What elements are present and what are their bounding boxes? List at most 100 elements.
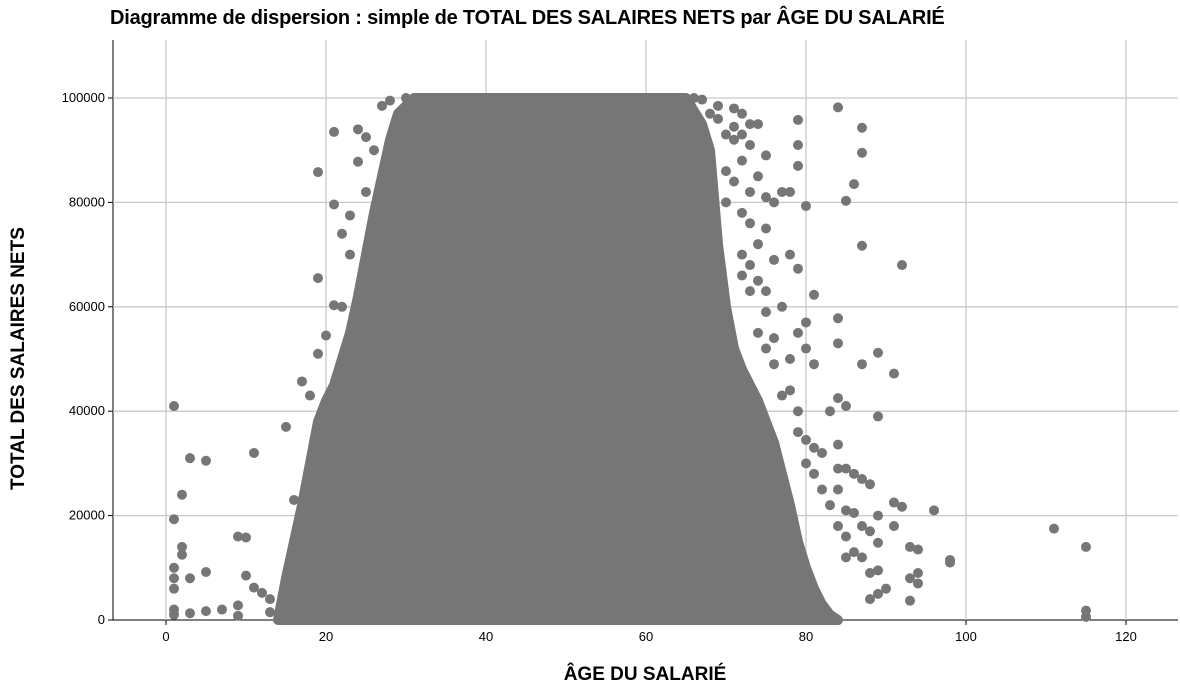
y-tick-label: 80000 [69,194,105,209]
y-tick-label: 0 [98,612,105,627]
data-point [857,240,867,251]
data-point [833,439,843,450]
data-point [809,468,819,479]
data-point [401,93,411,103]
data-point [713,113,723,124]
data-point [801,343,811,354]
data-point [905,595,915,606]
data-point [737,270,747,281]
chart-title: Diagramme de dispersion : simple de TOTA… [110,7,945,29]
data-point [1081,611,1091,622]
data-point [337,301,347,312]
data-point [169,514,179,525]
x-axis-label: ÂGE DU SALARIÉ [563,664,727,685]
data-point [1049,523,1059,534]
data-point [169,609,179,620]
data-point [801,201,811,212]
data-point [817,447,827,458]
data-point [785,385,795,396]
data-point [785,249,795,260]
data-point [353,124,363,135]
data-point [721,197,731,208]
data-point [905,541,915,552]
data-point [265,594,275,605]
data-point [169,400,179,411]
data-point [729,121,739,132]
y-tick-label: 60000 [69,299,105,314]
data-point [833,393,843,404]
data-point [297,376,307,387]
data-point [777,390,787,401]
data-point [361,186,371,197]
data-point [873,510,883,521]
data-point [745,139,755,150]
data-point [833,313,843,324]
y-tick-label: 20000 [69,508,105,523]
data-point [353,156,363,167]
data-point [177,489,187,500]
data-point [825,500,835,511]
data-point [849,507,859,518]
data-point [857,359,867,370]
data-point [889,521,899,532]
x-tick-label: 120 [1115,629,1137,644]
data-point [873,411,883,422]
data-point [313,167,323,178]
data-point [753,239,763,250]
data-point [841,505,851,516]
data-point [737,108,747,119]
data-point [705,108,715,119]
data-point [761,307,771,318]
data-point [793,114,803,125]
data-point [753,171,763,182]
data-point [841,552,851,563]
data-point [337,228,347,239]
data-point [737,207,747,218]
data-point [217,604,227,615]
data-point [769,197,779,208]
data-point [913,578,923,589]
data-point [849,468,859,479]
data-point [729,103,739,114]
data-point [761,223,771,234]
data-point [281,421,291,432]
data-point [241,532,251,543]
data-point [801,434,811,445]
data-point [761,150,771,161]
data-point [169,573,179,584]
data-point [769,254,779,265]
data-point [817,484,827,495]
data-point [913,568,923,579]
data-point [809,289,819,300]
x-tick-label: 60 [639,629,653,644]
data-point [889,368,899,379]
data-point [873,537,883,548]
data-point [185,608,195,619]
data-point [169,583,179,594]
data-point [841,531,851,542]
data-point [737,155,747,166]
data-point [793,263,803,274]
data-point [233,531,243,542]
data-point [305,390,315,401]
data-point [745,186,755,197]
data-point [345,210,355,221]
data-point [201,606,211,617]
data-point [185,573,195,584]
data-point [233,600,243,611]
data-point [345,249,355,260]
data-point [321,330,331,341]
data-point [177,541,187,552]
x-tick-label: 80 [799,629,813,644]
data-point [769,359,779,370]
data-point [361,132,371,143]
data-point [881,583,891,594]
data-point [329,199,339,210]
data-point [801,317,811,328]
data-point [857,474,867,485]
data-point [761,286,771,297]
data-point [793,160,803,171]
data-point [265,607,275,618]
data-point [873,347,883,358]
data-point [729,176,739,187]
